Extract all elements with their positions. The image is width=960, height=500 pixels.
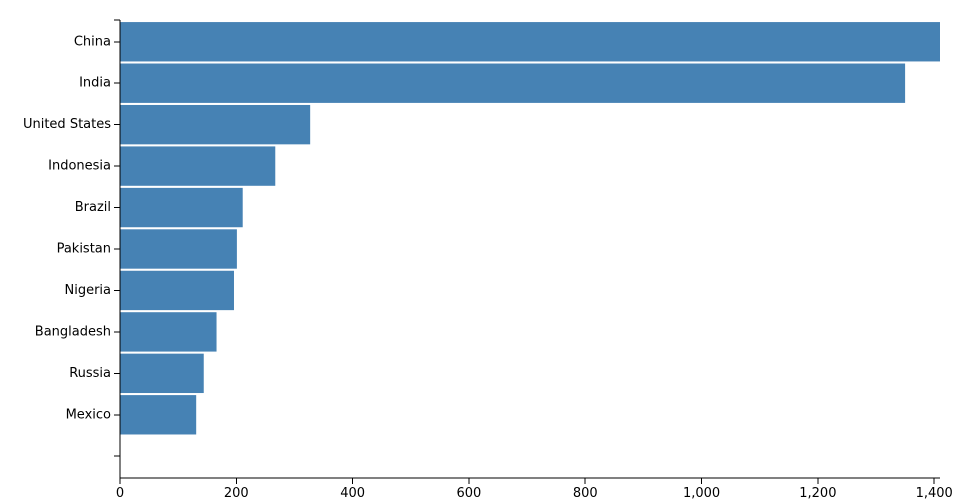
y-tick-label: Nigeria [64,283,111,298]
x-tick-label: 1,000 [683,486,720,500]
x-axis: 0 200 400 600 800 1,000 1,200 1,400 [116,477,953,500]
bar-united-states [120,104,311,145]
y-tick-label: Mexico [66,407,111,422]
bar-pakistan [120,229,237,269]
y-tick-label: Russia [69,366,111,381]
bar-china [120,22,940,62]
y-tick-label: India [79,76,111,91]
bar-russia [120,353,204,394]
y-tick-label: Indonesia [48,159,111,174]
y-tick-label: Brazil [75,200,111,215]
bar-mexico [120,395,197,435]
x-tick-label: 200 [224,486,249,500]
x-tick-label: 1,400 [916,486,953,500]
x-tick-label: 400 [340,486,365,500]
bars-layer [120,22,940,435]
y-tick-label: Pakistan [57,242,111,257]
bar-nigeria [120,270,234,311]
y-tick-label: United States [23,117,111,132]
bar-india [120,63,906,103]
x-tick-label: 1,200 [799,486,836,500]
x-tick-label: 600 [457,486,482,500]
y-tick-label: Bangladesh [35,324,111,339]
x-tick-label: 800 [573,486,598,500]
bar-indonesia [120,146,276,186]
x-tick-label: 0 [116,486,124,500]
bar-bangladesh [120,312,217,352]
y-axis: China India United States Indonesia Brazil Pa… [23,19,121,478]
bar-brazil [120,187,243,228]
y-tick-label: China [74,34,111,49]
